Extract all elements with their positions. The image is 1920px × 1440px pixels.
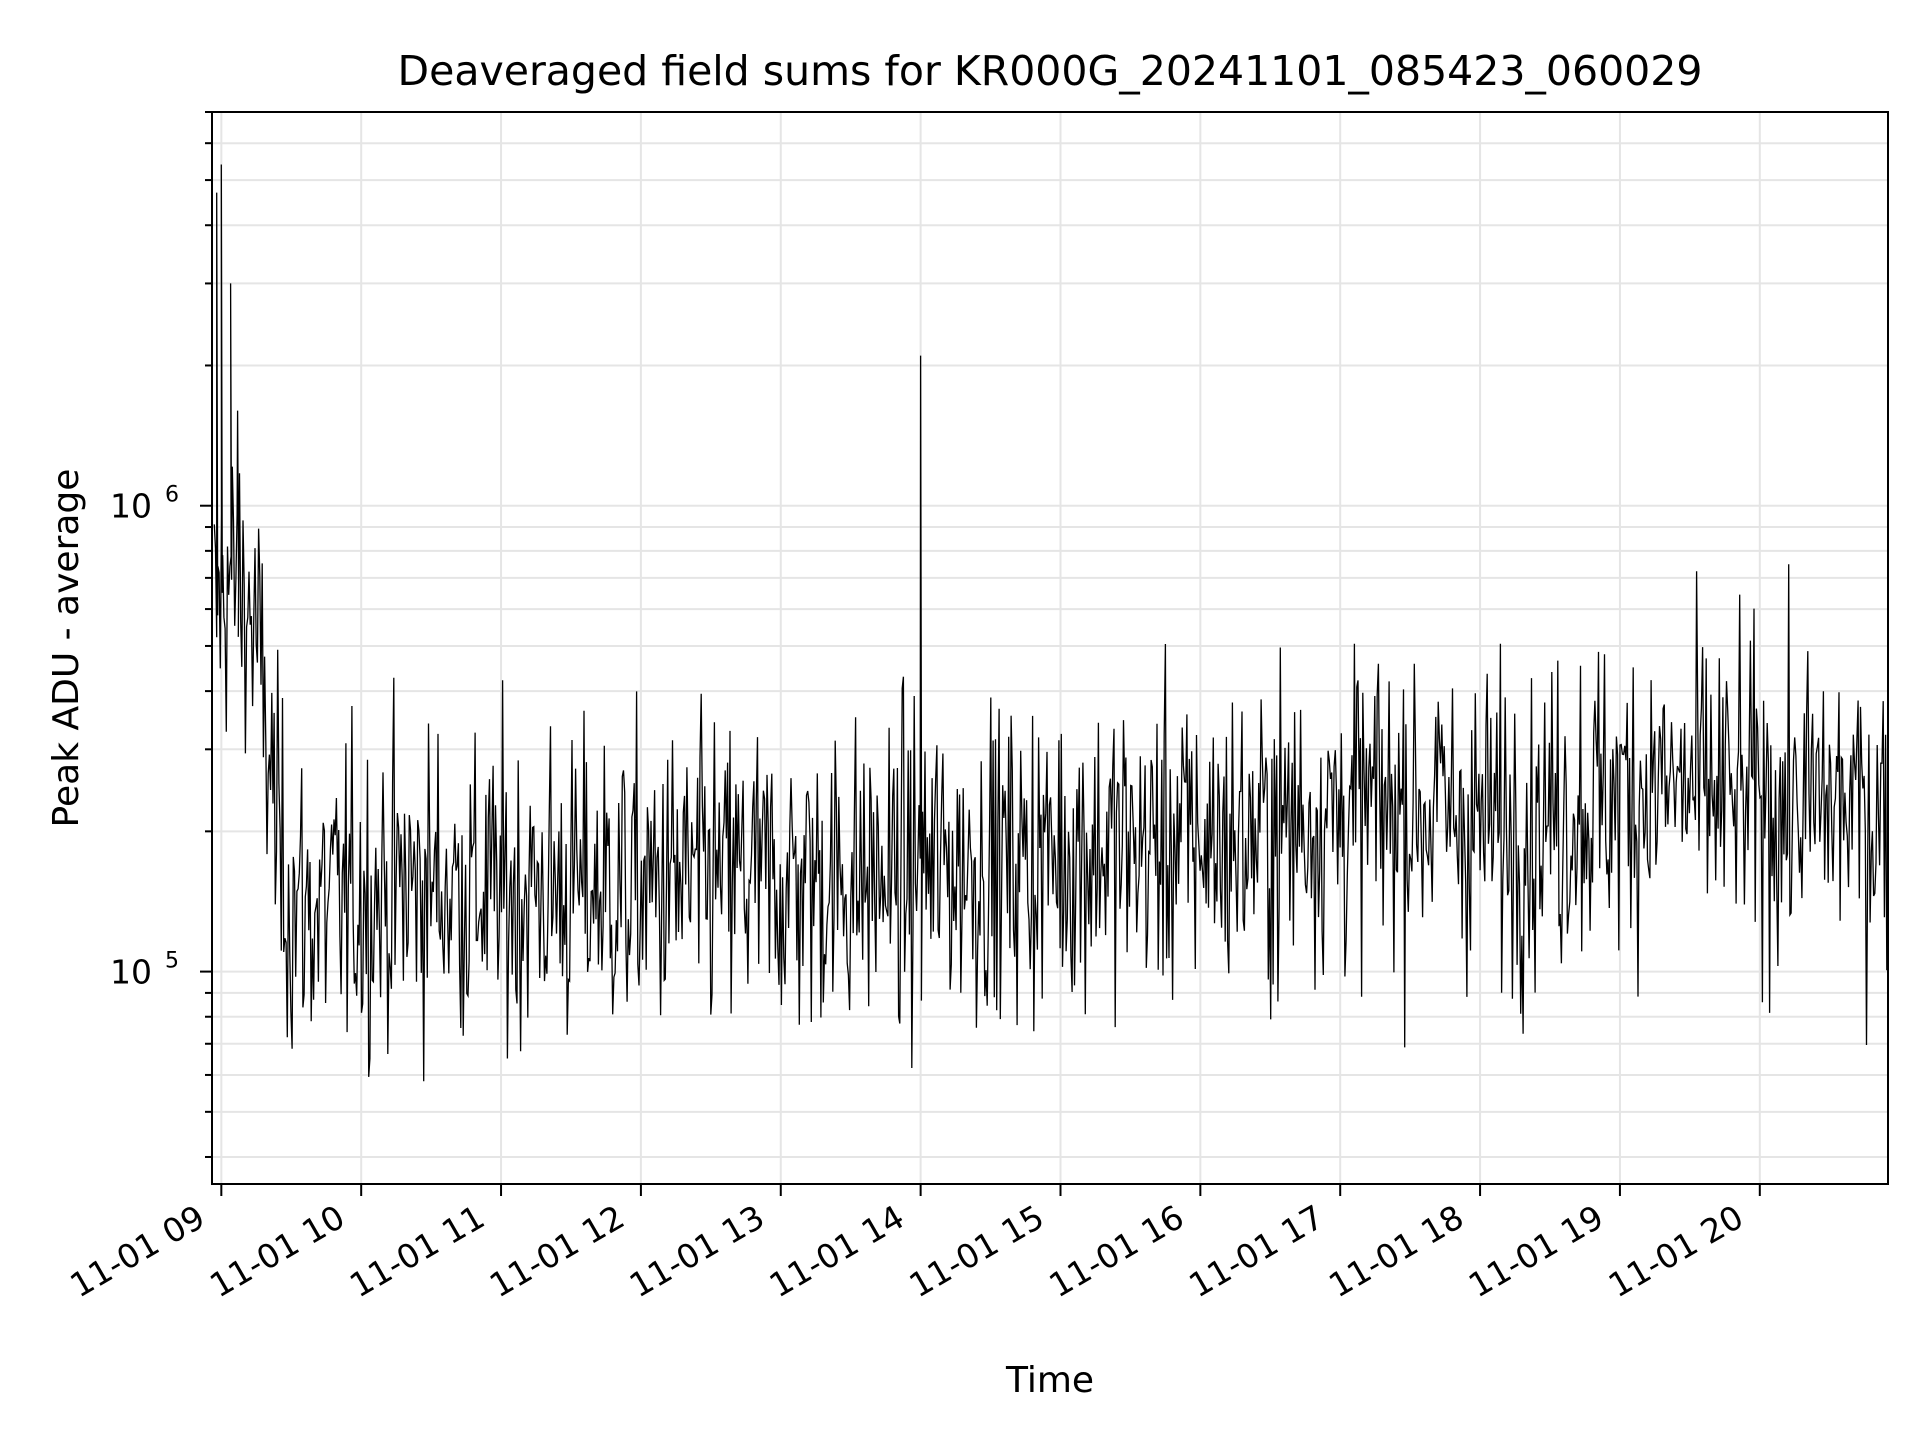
y-tick-exponent: 6 — [165, 483, 179, 508]
y-tick-exponent: 5 — [165, 949, 179, 974]
y-axis-label: Peak ADU - average — [46, 469, 87, 828]
grid — [212, 111, 1888, 1184]
plot-frame — [211, 111, 1889, 1185]
y-tick-label: 10 — [110, 487, 152, 526]
series-layer — [213, 164, 1888, 1082]
x-axis-label: Time — [1005, 1360, 1094, 1401]
y-tick-label: 10 — [110, 953, 152, 992]
chart-title: Deaveraged field sums for KR000G_2024110… — [398, 47, 1703, 95]
series-line-0 — [213, 164, 1888, 1082]
